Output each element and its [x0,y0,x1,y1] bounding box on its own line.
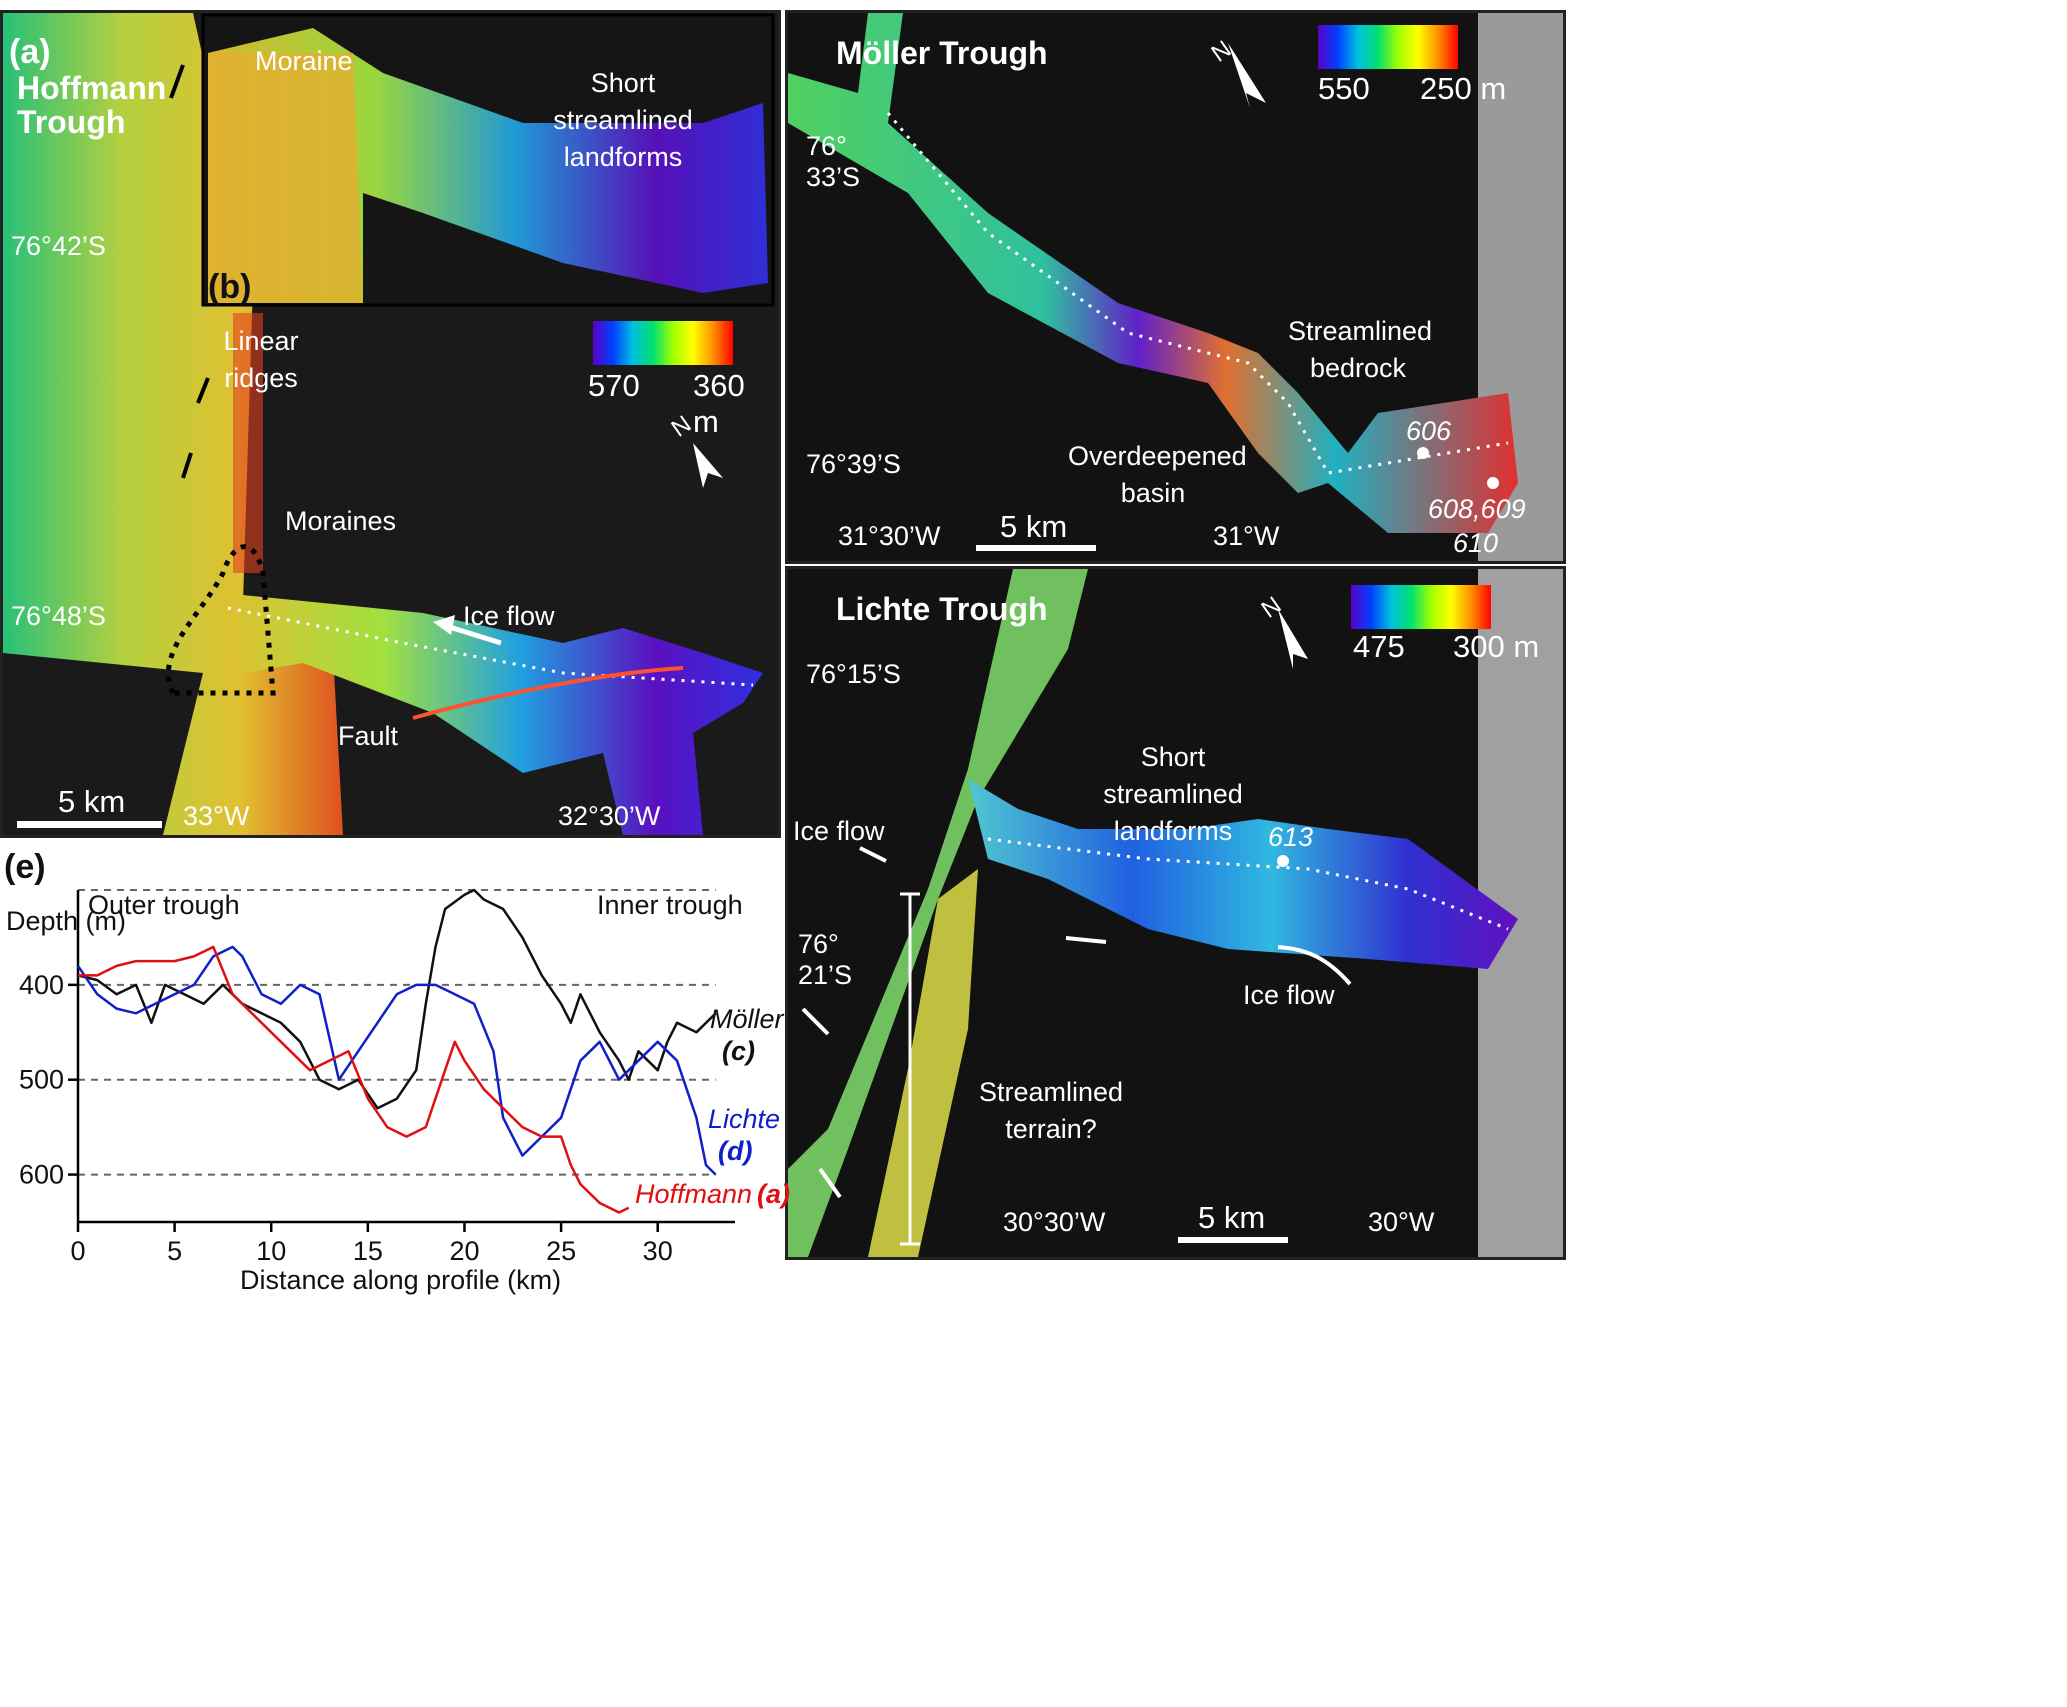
panel-d-letter: (d) [792,587,836,625]
x-tick-label-15: 15 [353,1236,383,1266]
colorbar-d-min: 475 [1353,629,1405,664]
series-sublabel-lichte: (d) [718,1136,752,1166]
ice-flow-arrow-d-1 [859,846,887,863]
panel-d-streamlined-label: Short streamlined landforms [1103,742,1243,846]
series-label-moller: Möller [710,1004,785,1034]
panel-e-letter: (e) [4,848,46,886]
colorbar-a [593,321,733,365]
x-tick-label-30: 30 [643,1236,673,1266]
site-606: 606 [1406,416,1452,446]
lat-label-a-2: 76°48’S [11,601,106,631]
linear-ridges-label: Linear ridges [223,326,299,393]
scale-bar-a [17,821,162,828]
ice-flow-label-d-1: Ice flow [793,816,885,846]
x-tick-label-0: 0 [70,1236,85,1266]
panel-c-letter: (c) [792,31,834,69]
series-line-moller [77,888,717,1110]
lon-label-a-2: 32°30’W [558,801,661,831]
lat-label-c-2: 76°39’S [806,449,901,479]
site-613: 613 [1268,822,1314,852]
panel-a-map [3,13,778,835]
panel-c-title: Möller Trough [836,35,1048,71]
panel-d: (d) Lichte Trough 475 300 m Short stream… [785,566,1566,1260]
colorbar-c-max: 250 m [1420,71,1507,106]
lon-label-a-1: 33°W [183,801,250,831]
y-tick-label-400: 400 [19,970,64,1000]
lat-label-a-1: 76°42’S [11,231,106,261]
lat-label-d-1: 76°15’S [806,659,901,689]
colorbar-a-min: 570 [588,368,640,403]
ice-flow-arrow-d-4 [818,1167,842,1199]
scale-label-a: 5 km [58,784,126,819]
x-tick-label-20: 20 [449,1236,479,1266]
outer-trough-label: Outer trough [88,890,240,920]
colorbar-d [1351,585,1491,629]
panel-c-map [788,13,1563,561]
scale-bar-c [976,545,1096,551]
colorbar-d-max: 300 m [1453,629,1540,664]
north-arrow-c-icon [1228,43,1266,108]
series-label-hoffmann: Hoffmann [635,1179,752,1209]
lat-label-d-2: 76° 21’S [798,929,853,990]
series-label-lichte: Lichte [708,1104,780,1134]
series-sublabel-hoffmann: (a) [757,1179,790,1209]
scale-label-c: 5 km [1000,509,1068,544]
lon-label-c-1: 31°30’W [838,521,941,551]
panel-d-title: Lichte Trough [836,591,1048,627]
colorbar-a-max: 360 m [693,368,745,439]
north-arrow-d-icon [1278,609,1308,669]
ice-flow-arrow-a [442,622,502,646]
north-arrow-a-icon [693,443,723,488]
panel-d-map [788,569,1563,1257]
lat-label-c-1: 76° 33’S [806,131,861,192]
site-608-609: 608,609 [1428,494,1526,524]
y-tick-label-500: 500 [19,1065,64,1095]
depth-profile-chart: 0 5 10 15 20 25 30 400 500 600 Möller(c) Lichte(d) H… [19,888,790,1266]
scale-label-d: 5 km [1198,1200,1266,1235]
x-tick-label-25: 25 [546,1236,576,1266]
streamlined-terrain-label: Streamlined terrain? [978,1077,1124,1144]
colorbar-c [1318,25,1458,69]
y-tick-label-600: 600 [19,1160,64,1190]
series-line-lichte [76,945,717,1176]
scale-bar-d [1178,1237,1288,1243]
inner-trough-label: Inner trough [597,890,743,920]
lon-label-c-2: 31°W [1213,521,1280,551]
panel-b-streamlined-label: Short streamlined landforms [553,68,693,172]
panel-a: (a) Hoffmann Trough (b) Moraine Short st… [0,10,781,838]
fault-label: Fault [338,721,399,751]
ice-flow-arrow-d-3 [801,1007,830,1036]
lon-label-d-1: 30°30’W [1003,1207,1106,1237]
lon-label-d-2: 30°W [1368,1207,1435,1237]
site-610: 610 [1453,528,1499,558]
panel-b-moraine-label: Moraine [255,46,353,76]
ice-flow-label-a: Ice flow [463,601,555,631]
panel-b-letter: (b) [208,268,252,306]
moraines-label: Moraines [285,506,397,536]
panel-a-letter: (a) [9,33,51,71]
series-line-hoffmann [78,945,630,1214]
panel-a-title: Hoffmann Trough [17,70,167,140]
series-sublabel-moller: (c) [722,1036,755,1066]
ice-flow-arrow-d-5 [1277,945,1352,986]
x-tick-label-5: 5 [167,1236,182,1266]
ice-flow-arrow-d-2 [1065,936,1107,944]
x-tick-label-10: 10 [256,1236,286,1266]
x-axis-label: Distance along profile (km) [240,1265,562,1295]
ice-flow-label-d-2: Ice flow [1243,980,1335,1010]
panel-c: (c) Möller Trough 550 250 m Streamlined … [785,10,1566,564]
overdeepened-basin-label: Overdeepened basin [1068,441,1247,508]
streamlined-bedrock-label: Streamlined bedrock [1288,316,1433,383]
y-axis-label: Depth (m) [6,906,127,936]
colorbar-c-min: 550 [1318,71,1370,106]
